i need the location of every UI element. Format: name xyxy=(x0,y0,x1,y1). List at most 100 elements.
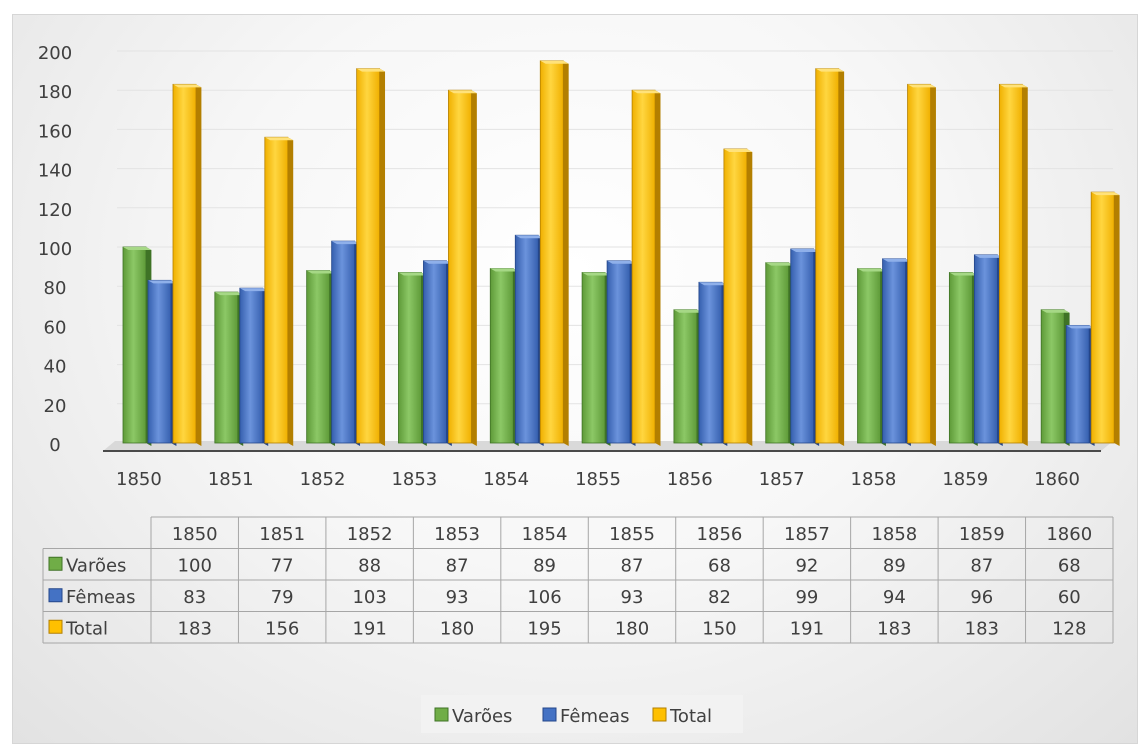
x-tick-label: 1856 xyxy=(667,469,713,490)
bar xyxy=(606,260,636,446)
table-value-cell: 89 xyxy=(883,555,906,576)
data-table: 1850 1851 1852 1853 1854 1855 1856 1857 1858 1859… xyxy=(42,516,1114,644)
table-value-cell: 96 xyxy=(970,587,993,608)
table-value-cell: 88 xyxy=(358,555,381,576)
table-value-cell: 195 xyxy=(527,618,561,639)
bar-top xyxy=(698,282,728,286)
bar-top xyxy=(173,84,202,88)
y-tick-label: 120 xyxy=(38,200,72,221)
table-header-cell: 1859 xyxy=(959,524,1005,545)
bar-top xyxy=(356,68,386,72)
bar-top xyxy=(123,247,152,250)
bar-top xyxy=(790,248,820,252)
table-value-cell: 93 xyxy=(621,587,644,608)
bar xyxy=(1090,191,1120,446)
table-value-cell: 150 xyxy=(702,618,736,639)
bar-top xyxy=(264,137,294,141)
table-value-cell: 68 xyxy=(708,555,731,576)
legend-box xyxy=(421,695,743,733)
bar-front xyxy=(606,260,631,444)
bar-front xyxy=(122,246,147,444)
bar-front xyxy=(448,89,472,444)
bar-top xyxy=(1066,325,1095,329)
bar-front xyxy=(539,60,564,444)
bar-side xyxy=(563,60,569,447)
table-value-cell: 83 xyxy=(183,587,206,608)
bar-top xyxy=(582,272,611,276)
table-value-cell: 82 xyxy=(708,587,731,608)
bar xyxy=(147,279,177,446)
bar-side xyxy=(746,149,753,446)
x-tick-label: 1858 xyxy=(851,469,897,490)
bar-top xyxy=(857,268,886,272)
bar xyxy=(264,136,294,446)
bar-top xyxy=(214,292,244,296)
bar-front xyxy=(423,260,447,444)
floor-surface xyxy=(103,441,1113,451)
bar-front xyxy=(1040,309,1065,444)
bar-side xyxy=(838,68,845,446)
chart-area: 0 20 40 60 80 100 120 140 160 180 200 1850 1851 1852… xyxy=(12,14,1138,744)
bar xyxy=(631,89,661,446)
bar xyxy=(698,281,728,446)
bar-side xyxy=(379,68,386,446)
bar xyxy=(765,262,795,446)
bar-top xyxy=(331,241,361,245)
bar xyxy=(857,268,886,446)
table-legend-key xyxy=(48,588,63,603)
bar-front xyxy=(147,279,172,444)
bar xyxy=(998,83,1028,446)
bar-top xyxy=(515,235,544,239)
table-header-cell: 1854 xyxy=(522,524,568,545)
table-value-cell: 180 xyxy=(615,618,649,639)
x-tick-label: 1850 xyxy=(116,469,162,490)
y-tick-label: 200 xyxy=(38,43,72,64)
table-value-cell: 183 xyxy=(965,618,999,639)
bar-front xyxy=(673,309,698,444)
table-legend-key xyxy=(48,556,63,571)
bar-top xyxy=(607,260,636,264)
table-header-cell: 1856 xyxy=(697,524,743,545)
legend-key xyxy=(434,707,449,722)
bar xyxy=(581,272,611,446)
x-tick-label: 1852 xyxy=(300,469,346,490)
x-tick-label: 1857 xyxy=(759,469,805,490)
bar-side xyxy=(655,90,661,446)
bar-top xyxy=(949,272,978,276)
y-tick-label: 80 xyxy=(44,278,67,299)
x-tick-label: 1859 xyxy=(942,469,988,490)
y-tick-label: 160 xyxy=(38,121,72,142)
bar-front xyxy=(1065,324,1090,444)
bar xyxy=(448,89,477,446)
bar-front xyxy=(264,136,289,444)
chart-floor xyxy=(103,441,1113,452)
table-value-cell: 128 xyxy=(1052,618,1086,639)
table-header-cell: 1855 xyxy=(609,524,655,545)
legend-label: Fêmeas xyxy=(560,706,629,727)
bar-front xyxy=(239,287,264,444)
bar-side xyxy=(1114,192,1120,446)
bar-top xyxy=(239,288,269,292)
y-tick-label: 180 xyxy=(38,82,72,103)
table-value-cell: 68 xyxy=(1058,555,1081,576)
x-tick-label: 1855 xyxy=(575,469,621,490)
bar xyxy=(790,248,820,446)
table-value-cell: 183 xyxy=(178,618,212,639)
bar-side xyxy=(930,84,936,446)
bar xyxy=(723,148,753,446)
bar-top xyxy=(999,84,1028,88)
bar xyxy=(122,246,152,446)
bar-front xyxy=(698,281,723,444)
table-value-cell: 106 xyxy=(527,587,561,608)
bar-front xyxy=(306,270,331,444)
bar-top xyxy=(306,270,336,274)
table-header-cell: 1853 xyxy=(434,524,480,545)
bar-front xyxy=(331,240,356,444)
bar xyxy=(539,60,569,447)
bar-front xyxy=(973,254,998,444)
bar xyxy=(907,83,936,446)
legend-key xyxy=(652,707,667,722)
table-value-cell: 156 xyxy=(265,618,299,639)
bar-front xyxy=(790,248,815,444)
bar-top xyxy=(632,90,661,94)
